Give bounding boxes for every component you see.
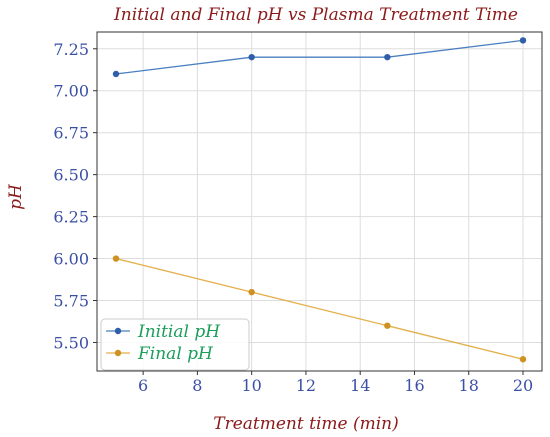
data-point (519, 37, 527, 44)
x-tick-label: 16 (404, 376, 424, 395)
y-axis-label: pH (6, 183, 26, 210)
x-tick-label: 20 (513, 376, 533, 395)
data-point (112, 255, 120, 262)
legend-box (100, 318, 250, 371)
grid-lines (97, 32, 542, 371)
plot-area-frame (96, 31, 543, 372)
x-axis-label: Treatment time (min) (213, 414, 398, 434)
data-point (384, 53, 391, 61)
legend-marker (114, 327, 122, 335)
x-axis-ticks: 6 8 10 12 14 16 18 20 (138, 371, 533, 395)
x-tick-label: 18 (459, 376, 479, 395)
y-tick-label: 5.75 (53, 292, 89, 311)
y-tick-label: 6.25 (53, 208, 89, 227)
y-tick-label: 7.25 (53, 40, 89, 59)
y-tick-label: 6.50 (53, 166, 89, 185)
y-tick-label: 6.00 (53, 250, 89, 269)
chart-title: Initial and Final pH vs Plasma Treatment… (113, 5, 518, 25)
series-layer (112, 37, 527, 363)
y-tick-label: 7.00 (53, 82, 89, 101)
series-initial-ph (112, 37, 527, 78)
legend-marker (114, 349, 122, 357)
data-point (519, 356, 527, 363)
series-final-ph (112, 255, 527, 363)
x-tick-label: 6 (138, 376, 148, 395)
series-line (115, 39, 524, 75)
x-tick-label: 12 (296, 376, 316, 395)
series-line (115, 257, 524, 360)
data-point (248, 53, 255, 61)
data-point (112, 70, 120, 78)
x-tick-label: 8 (192, 376, 202, 395)
x-tick-label: 10 (241, 376, 261, 395)
data-point (384, 322, 391, 329)
x-tick-label: 14 (350, 376, 370, 395)
data-point (248, 288, 255, 296)
y-tick-label: 5.50 (53, 333, 89, 352)
legend-label: Final pH (137, 344, 214, 364)
legend-label: Initial pH (137, 322, 221, 342)
y-tick-label: 6.75 (53, 124, 89, 143)
y-axis-ticks: 5.50 5.75 6.00 6.25 6.50 6.75 7.00 7.25 (53, 40, 97, 352)
